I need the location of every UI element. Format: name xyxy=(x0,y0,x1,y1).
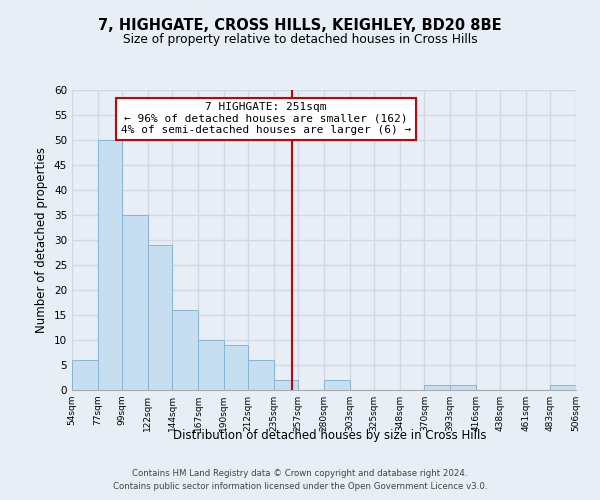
Text: Size of property relative to detached houses in Cross Hills: Size of property relative to detached ho… xyxy=(122,32,478,46)
Bar xyxy=(424,385,450,390)
Bar xyxy=(450,385,476,390)
Bar xyxy=(248,360,274,390)
Bar xyxy=(550,385,576,390)
Y-axis label: Number of detached properties: Number of detached properties xyxy=(35,147,49,333)
Bar xyxy=(122,215,148,390)
Bar xyxy=(72,360,98,390)
Text: 7, HIGHGATE, CROSS HILLS, KEIGHLEY, BD20 8BE: 7, HIGHGATE, CROSS HILLS, KEIGHLEY, BD20… xyxy=(98,18,502,32)
Bar xyxy=(148,245,172,390)
Text: Contains public sector information licensed under the Open Government Licence v3: Contains public sector information licen… xyxy=(113,482,487,491)
Text: 7 HIGHGATE: 251sqm
← 96% of detached houses are smaller (162)
4% of semi-detache: 7 HIGHGATE: 251sqm ← 96% of detached hou… xyxy=(121,102,411,135)
Bar xyxy=(172,310,198,390)
Bar xyxy=(274,380,298,390)
Text: Distribution of detached houses by size in Cross Hills: Distribution of detached houses by size … xyxy=(173,428,487,442)
Bar xyxy=(324,380,350,390)
Bar xyxy=(98,140,122,390)
Bar xyxy=(224,345,248,390)
Bar xyxy=(198,340,224,390)
Text: Contains HM Land Registry data © Crown copyright and database right 2024.: Contains HM Land Registry data © Crown c… xyxy=(132,468,468,477)
